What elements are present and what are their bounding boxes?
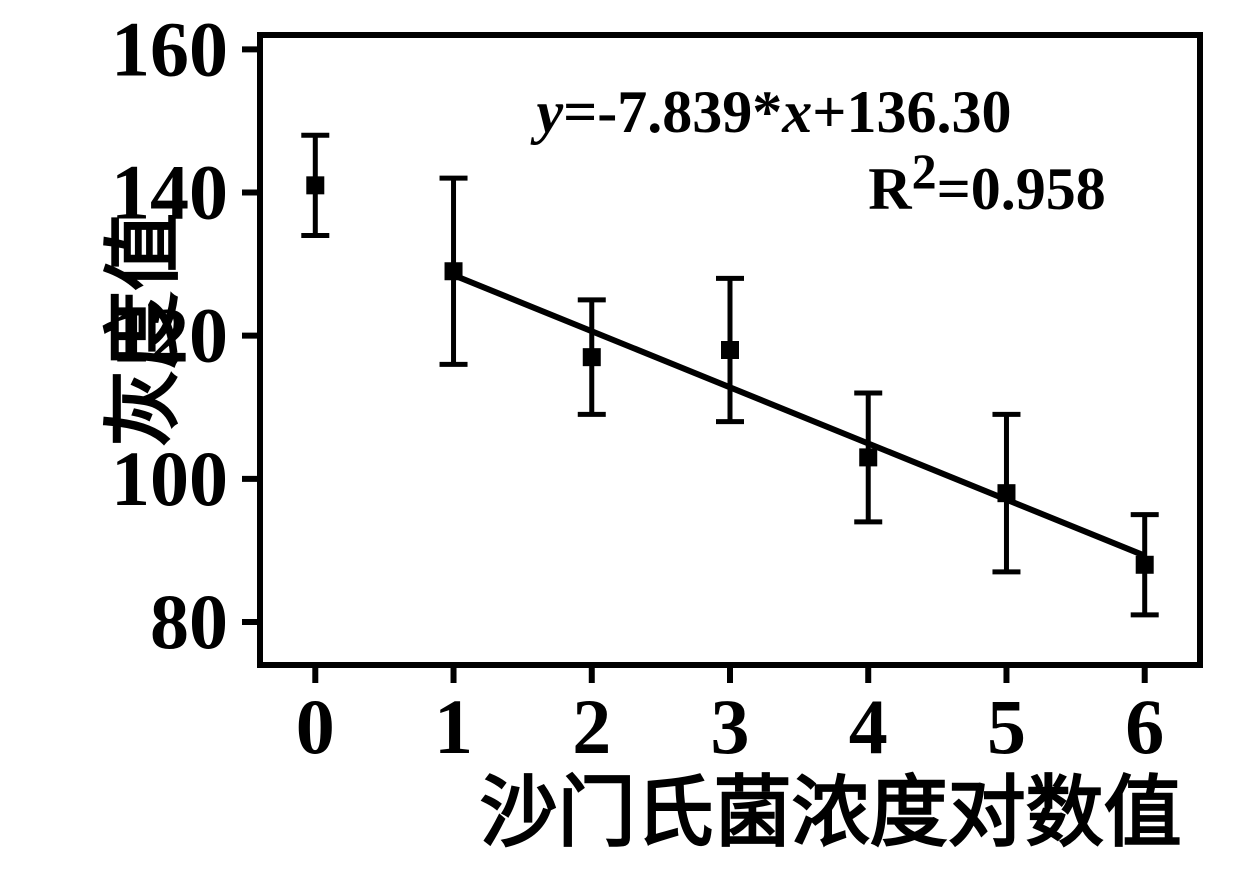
svg-text:100: 100	[111, 435, 228, 522]
y-axis-title: 灰度值	[81, 213, 193, 447]
svg-text:80: 80	[150, 578, 228, 665]
x-axis-title: 沙门氏菌浓度对数值	[480, 750, 1182, 862]
fit-equation: y=-7.839*x+136.30	[536, 78, 1011, 147]
svg-text:0: 0	[296, 683, 335, 770]
fit-r2: R2=0.958	[868, 142, 1106, 224]
svg-text:160: 160	[111, 5, 228, 92]
scatter-chart: 012345680100120140160 灰度值 沙门氏菌浓度对数值 y=-7…	[0, 0, 1240, 872]
svg-text:1: 1	[434, 683, 473, 770]
